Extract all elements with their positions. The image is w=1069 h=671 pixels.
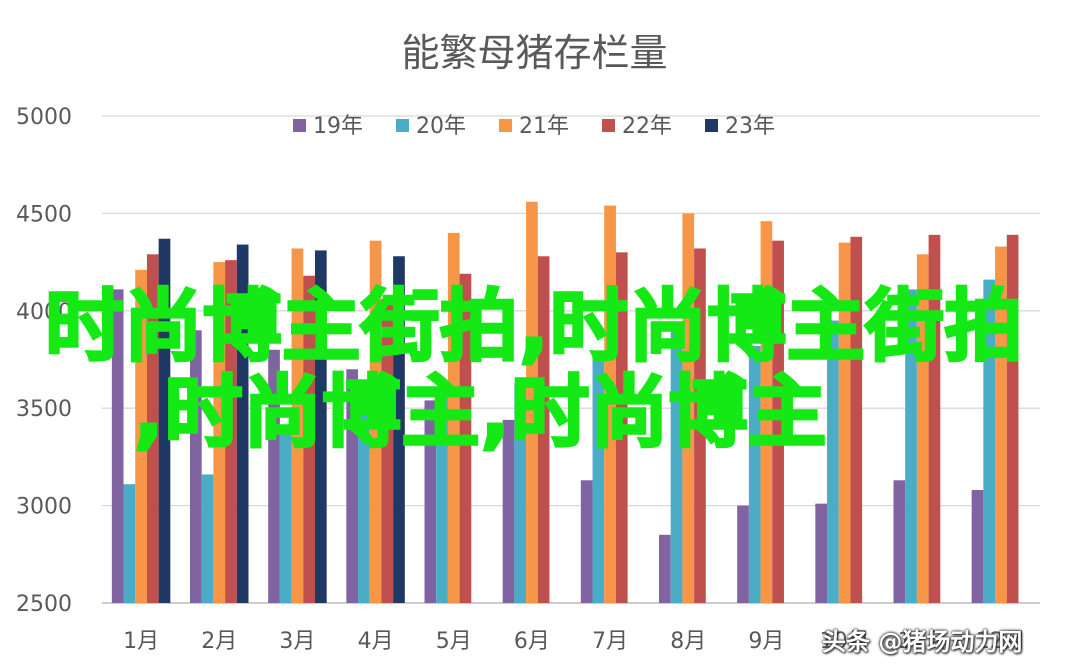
bar (291, 248, 304, 604)
bar (358, 410, 370, 603)
y-tick-label: 3500 (16, 397, 72, 422)
bar (827, 320, 839, 603)
bar (694, 248, 706, 604)
bar (314, 250, 327, 604)
legend-label: 23年 (725, 114, 775, 139)
x-tick-label: 3月 (279, 629, 315, 654)
x-tick-label: 11月 (898, 629, 948, 654)
overlay-text-line-1: 时尚博主街拍,时尚博主街拍 (44, 281, 1025, 374)
bar (502, 419, 515, 603)
bar (604, 205, 616, 603)
bar (268, 349, 280, 603)
legend-label: 19年 (313, 114, 363, 139)
legend-swatch (602, 119, 615, 132)
y-tick-label: 5000 (16, 105, 72, 130)
bar (514, 382, 527, 603)
bar (682, 213, 695, 603)
bar (893, 480, 906, 603)
bar (615, 252, 628, 604)
bar (369, 240, 382, 603)
x-tick-label: 9月 (748, 629, 784, 654)
bar (123, 484, 136, 603)
legend-swatch (499, 119, 512, 132)
legend-swatch (396, 119, 409, 132)
bar (760, 221, 773, 603)
x-tick-label: 4月 (358, 629, 394, 654)
x-tick-label: 10月 (820, 629, 870, 654)
bar (659, 534, 671, 603)
bar (459, 273, 472, 603)
x-tick-label: 5月 (436, 629, 472, 654)
watermark: 头条 @猪场动力网 (822, 628, 1023, 656)
bar (838, 242, 851, 603)
x-tick-label: 7月 (592, 629, 628, 654)
bar (916, 254, 929, 604)
legend-label: 20年 (416, 114, 466, 139)
bar (190, 330, 202, 603)
bar (213, 262, 226, 603)
bar (1006, 234, 1019, 603)
bar (346, 369, 359, 603)
x-tick-label: 1月 (123, 629, 159, 654)
bar (135, 269, 147, 603)
bar (737, 505, 749, 603)
x-tick-label: 2月 (201, 629, 237, 654)
y-tick-label: 3000 (16, 495, 72, 520)
bar (592, 355, 605, 603)
bar (303, 275, 315, 603)
bar (815, 503, 828, 603)
x-tick-label: 12月 (976, 629, 1026, 654)
bar (146, 254, 159, 604)
y-tick-label: 4000 (16, 300, 72, 325)
bar (158, 238, 171, 603)
bar (995, 246, 1007, 604)
bar (772, 240, 784, 603)
bar (850, 236, 863, 603)
bar (201, 474, 214, 603)
x-tick-label: 8月 (670, 629, 706, 654)
bar (905, 289, 917, 603)
bar (236, 244, 249, 603)
y-tick-label: 4500 (16, 202, 72, 227)
y-tick-label: 2500 (16, 592, 72, 617)
bar (279, 431, 292, 603)
bar (424, 400, 437, 603)
bar (381, 299, 394, 603)
bar (670, 330, 683, 603)
x-tick-label: 6月 (514, 629, 550, 654)
legend-swatch (293, 119, 306, 132)
legend-label: 21年 (519, 114, 569, 139)
bar (526, 201, 538, 603)
overlay-text-line-2: ,时尚博主,时尚博主 (132, 367, 828, 460)
bar (225, 260, 237, 603)
bar (447, 232, 460, 603)
bar (971, 490, 984, 603)
bar (983, 279, 996, 603)
bar (537, 256, 550, 603)
legend-label: 22年 (622, 114, 672, 139)
bar (436, 388, 448, 603)
bar (580, 480, 593, 603)
chart-title: 能繁母猪存栏量 (401, 31, 668, 75)
legend-swatch (705, 119, 718, 132)
bar (748, 345, 761, 603)
bar (393, 256, 405, 603)
bar (928, 234, 941, 603)
bar (111, 289, 124, 603)
